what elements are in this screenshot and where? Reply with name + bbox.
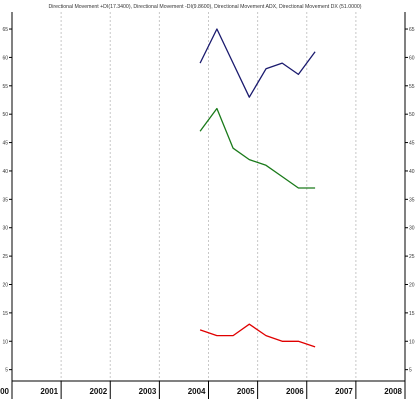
y-tick-label-left: 15 — [2, 311, 8, 317]
y-tick-label-left: 35 — [2, 197, 8, 203]
x-tick-label: 2003 — [139, 387, 157, 396]
y-tick-label-left: 10 — [2, 339, 8, 345]
x-tick-label: 2006 — [286, 387, 304, 396]
x-tick-label: 2008 — [384, 387, 402, 396]
y-tick-label-left: 50 — [2, 112, 8, 118]
x-tick-label: 2005 — [237, 387, 255, 396]
y-tick-label-left: 45 — [2, 141, 8, 147]
y-tick-label-right: 5 — [409, 368, 412, 374]
x-tick-label: 2002 — [89, 387, 107, 396]
y-tick-label-right: 55 — [409, 84, 415, 90]
y-tick-label-left: 30 — [2, 226, 8, 232]
chart-title: Directional Movement +DI(17.3400), Direc… — [49, 4, 362, 10]
x-axis-ticks: 2000 2001 2002 2003 2004 2005 2006 2007 2008 — [0, 381, 406, 399]
x-tick-label: 2007 — [335, 387, 353, 396]
y-tick-label-left: 25 — [2, 254, 8, 260]
y-tick-label-left: 55 — [2, 84, 8, 90]
y-tick-label-right: 15 — [409, 311, 415, 317]
y-tick-label-right: 65 — [409, 27, 415, 33]
y-tick-label-left: 65 — [2, 27, 8, 33]
series-group — [199, 28, 316, 348]
y-tick-label-right: 10 — [409, 339, 415, 345]
series-line-3 — [199, 323, 316, 348]
y-tick-label-left: 40 — [2, 169, 8, 175]
series-line-2 — [199, 107, 316, 189]
x-tick-label: 2001 — [40, 387, 58, 396]
x-tick-label: 2004 — [188, 387, 206, 396]
y-tick-label-right: 50 — [409, 112, 415, 118]
x-tick-label: 2000 — [0, 387, 10, 396]
y-tick-label-left: 5 — [5, 368, 8, 374]
y-tick-label-right: 30 — [409, 226, 415, 232]
y-tick-label-right: 20 — [409, 282, 415, 288]
y-tick-label-right: 35 — [409, 197, 415, 203]
series-line-1 — [199, 28, 316, 98]
y-tick-label-left: 60 — [2, 55, 8, 61]
y-tick-label-right: 45 — [409, 141, 415, 147]
y-tick-label-right: 25 — [409, 254, 415, 260]
grid — [60, 12, 406, 381]
y-tick-label-right: 60 — [409, 55, 415, 61]
y-tick-label-left: 20 — [2, 282, 8, 288]
y-tick-label-right: 40 — [409, 169, 415, 175]
